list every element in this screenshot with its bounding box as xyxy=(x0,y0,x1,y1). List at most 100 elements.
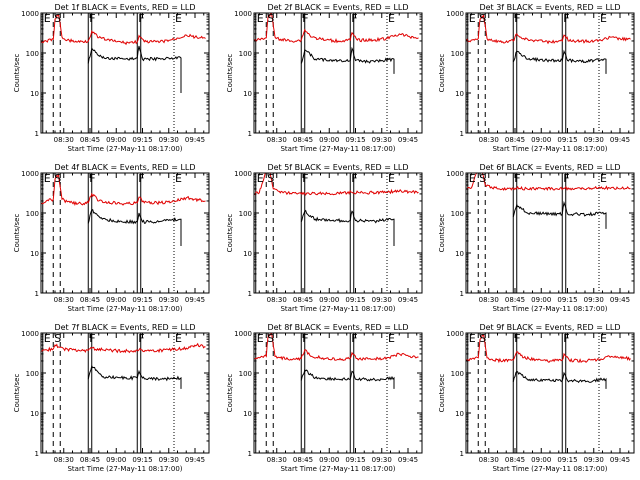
x-tick-label: 09:30 xyxy=(372,456,392,464)
chart-title: Det 4f BLACK = Events, RED = LLD xyxy=(54,163,195,172)
x-tick-label: 09:15 xyxy=(345,456,365,464)
series-lld-line xyxy=(254,173,419,196)
marker-label: E xyxy=(257,332,264,345)
series-lld-line xyxy=(254,333,419,362)
marker-label: F xyxy=(514,12,520,25)
y-tick-label: 1000 xyxy=(446,170,464,178)
marker-label: F xyxy=(89,332,95,345)
y-tick-label: 10 xyxy=(30,250,39,258)
x-tick-label: 08:45 xyxy=(80,136,100,144)
marker-label: F xyxy=(563,332,569,345)
y-tick-label: 10 xyxy=(455,90,464,98)
marker-label: F xyxy=(351,12,357,25)
marker-label: S xyxy=(267,332,274,345)
chart-title: Det 8f BLACK = Events, RED = LLD xyxy=(267,323,408,332)
x-tick-label: 09:15 xyxy=(345,296,365,304)
series-events-line xyxy=(512,200,607,229)
y-axis-label: Counts/sec xyxy=(226,374,234,413)
x-tick-label: 09:15 xyxy=(132,296,152,304)
marker-label: F xyxy=(138,12,144,25)
x-axis-label: Start Time (27-May-11 08:17:00) xyxy=(492,305,607,313)
y-axis-label: Counts/sec xyxy=(13,374,21,413)
series-events-line xyxy=(512,49,607,74)
series-lld-line xyxy=(254,13,419,44)
x-tick-label: 09:15 xyxy=(557,136,577,144)
series-lld-line xyxy=(41,342,206,354)
x-tick-label: 09:30 xyxy=(159,136,179,144)
y-tick-label: 100 xyxy=(451,370,464,378)
marker-label: E xyxy=(257,172,264,185)
marker-label: E xyxy=(600,172,607,185)
series-lld-line xyxy=(41,173,206,207)
series-events-line xyxy=(87,364,182,389)
marker-label: E xyxy=(469,12,476,25)
plot-frame xyxy=(465,172,635,294)
y-tick-label: 1000 xyxy=(234,170,252,178)
y-tick-label: 1 xyxy=(460,130,464,138)
x-tick-label: 08:30 xyxy=(267,136,287,144)
marker-label: E xyxy=(175,172,182,185)
y-tick-label: 1000 xyxy=(21,330,39,338)
x-axis-label: Start Time (27-May-11 08:17:00) xyxy=(492,145,607,153)
marker-label: F xyxy=(302,172,308,185)
series-events-line xyxy=(87,209,182,246)
x-tick-label: 09:00 xyxy=(319,296,339,304)
y-tick-label: 1 xyxy=(248,450,252,458)
marker-label: E xyxy=(44,332,51,345)
x-tick-label: 08:30 xyxy=(54,136,74,144)
series-events-line xyxy=(300,46,395,74)
y-tick-label: 1 xyxy=(248,130,252,138)
y-tick-label: 10 xyxy=(30,90,39,98)
marker-label: S xyxy=(54,12,61,25)
x-tick-label: 09:00 xyxy=(106,456,126,464)
y-tick-label: 1000 xyxy=(446,10,464,18)
marker-label: S xyxy=(267,172,274,185)
chart-title: Det 5f BLACK = Events, RED = LLD xyxy=(267,163,408,172)
x-tick-label: 09:15 xyxy=(557,456,577,464)
y-tick-label: 10 xyxy=(243,90,252,98)
series-lld-line xyxy=(466,14,631,45)
series-lld-line xyxy=(41,13,206,46)
marker-label: F xyxy=(563,12,569,25)
plot-frame xyxy=(40,172,210,294)
plot-area xyxy=(254,173,419,293)
plot-area xyxy=(41,333,206,453)
x-tick-label: 09:00 xyxy=(106,296,126,304)
chart-title: Det 6f BLACK = Events, RED = LLD xyxy=(479,163,620,172)
marker-label: F xyxy=(514,332,520,345)
x-tick-label: 09:30 xyxy=(159,456,179,464)
y-tick-label: 10 xyxy=(243,250,252,258)
series-events-line xyxy=(300,368,395,389)
x-tick-label: 09:00 xyxy=(319,136,339,144)
chart-title: Det 3f BLACK = Events, RED = LLD xyxy=(479,3,620,12)
marker-label: S xyxy=(54,332,61,345)
x-tick-label: 08:45 xyxy=(293,296,313,304)
x-tick-label: 08:45 xyxy=(80,296,100,304)
y-tick-label: 1000 xyxy=(21,10,39,18)
x-tick-label: 09:45 xyxy=(398,456,418,464)
y-tick-label: 1 xyxy=(460,290,464,298)
x-tick-label: 08:30 xyxy=(54,296,74,304)
x-tick-label: 08:45 xyxy=(293,456,313,464)
marker-label: F xyxy=(138,172,144,185)
x-tick-label: 09:00 xyxy=(106,136,126,144)
y-tick-label: 1 xyxy=(35,450,39,458)
plot-area xyxy=(466,13,631,133)
marker-label: S xyxy=(479,332,486,345)
marker-label: F xyxy=(351,172,357,185)
x-tick-label: 09:45 xyxy=(610,296,630,304)
marker-label: E xyxy=(175,332,182,345)
plot-area xyxy=(41,173,206,293)
x-tick-label: 08:45 xyxy=(505,296,525,304)
chart-title: Det 1f BLACK = Events, RED = LLD xyxy=(54,3,195,12)
y-tick-label: 1 xyxy=(35,130,39,138)
y-tick-label: 100 xyxy=(239,50,252,58)
x-axis-label: Start Time (27-May-11 08:17:00) xyxy=(280,465,395,473)
y-tick-label: 100 xyxy=(239,370,252,378)
y-tick-label: 10 xyxy=(30,410,39,418)
plot-frame xyxy=(40,12,210,134)
